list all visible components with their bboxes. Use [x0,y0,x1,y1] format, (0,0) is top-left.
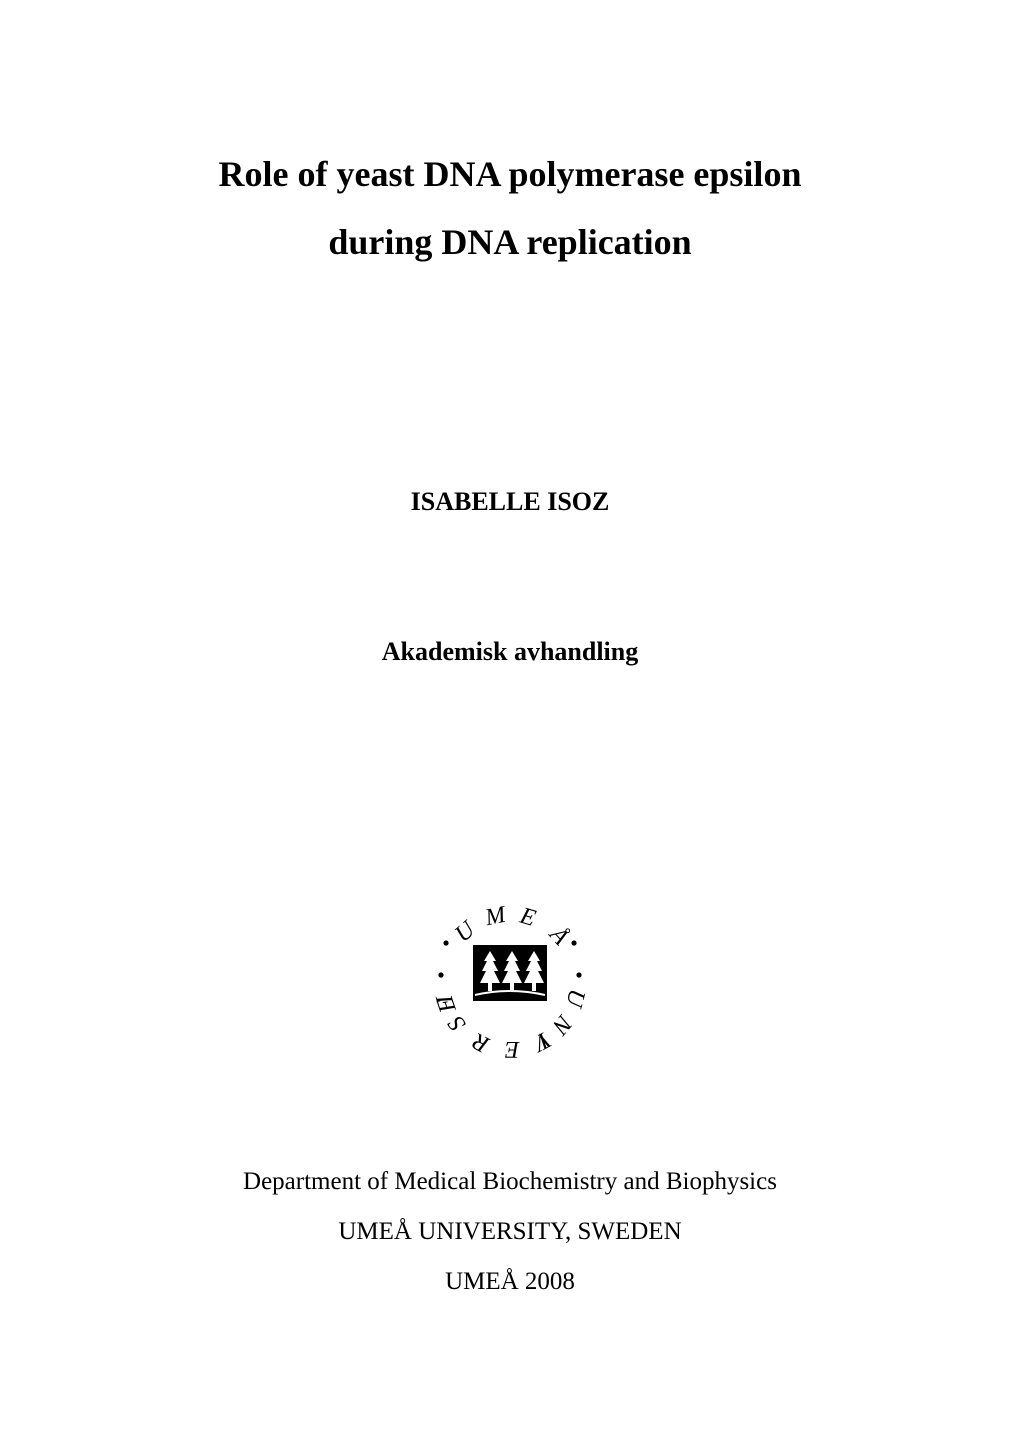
subtitle-text: Akademisk avhandling [100,637,920,667]
seal-dot [576,972,581,977]
university-seal: U M E Å U N I V E R S I T E T [425,897,595,1067]
seal-ring-text-top: U M E Å [450,901,575,952]
place-year-line: UMEÅ 2008 [100,1257,920,1307]
seal-ring-top-span: U M E [450,901,541,947]
university-line: UMEÅ UNIVERSITY, SWEDEN [100,1207,920,1257]
title-block: Role of yeast DNA polymerase epsilon dur… [100,140,920,277]
seal-dot [443,940,448,945]
page-root: Role of yeast DNA polymerase epsilon dur… [0,0,1020,1442]
seal-dot [438,972,443,977]
title-line-2: during DNA replication [100,208,920,276]
seal-dot [571,940,576,945]
title-line-1: Role of yeast DNA polymerase epsilon [100,140,920,208]
affiliation-block: Department of Medical Biochemistry and B… [100,1157,920,1307]
department-line: Department of Medical Biochemistry and B… [100,1157,920,1207]
author-name: ISABELLE ISOZ [100,487,920,517]
seal-ring-right-span: Å [543,920,575,952]
seal-ring-et-span: E T [425,897,462,1017]
university-seal-svg: U M E Å U N I V E R S I T E T [425,897,595,1067]
